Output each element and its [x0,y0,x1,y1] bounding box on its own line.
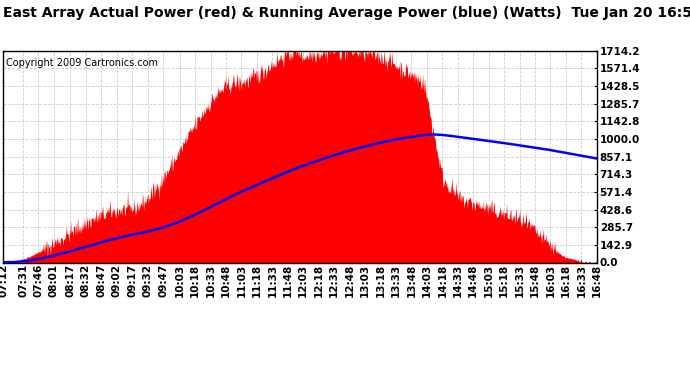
Text: Copyright 2009 Cartronics.com: Copyright 2009 Cartronics.com [6,58,159,68]
Text: East Array Actual Power (red) & Running Average Power (blue) (Watts)  Tue Jan 20: East Array Actual Power (red) & Running … [3,6,690,20]
